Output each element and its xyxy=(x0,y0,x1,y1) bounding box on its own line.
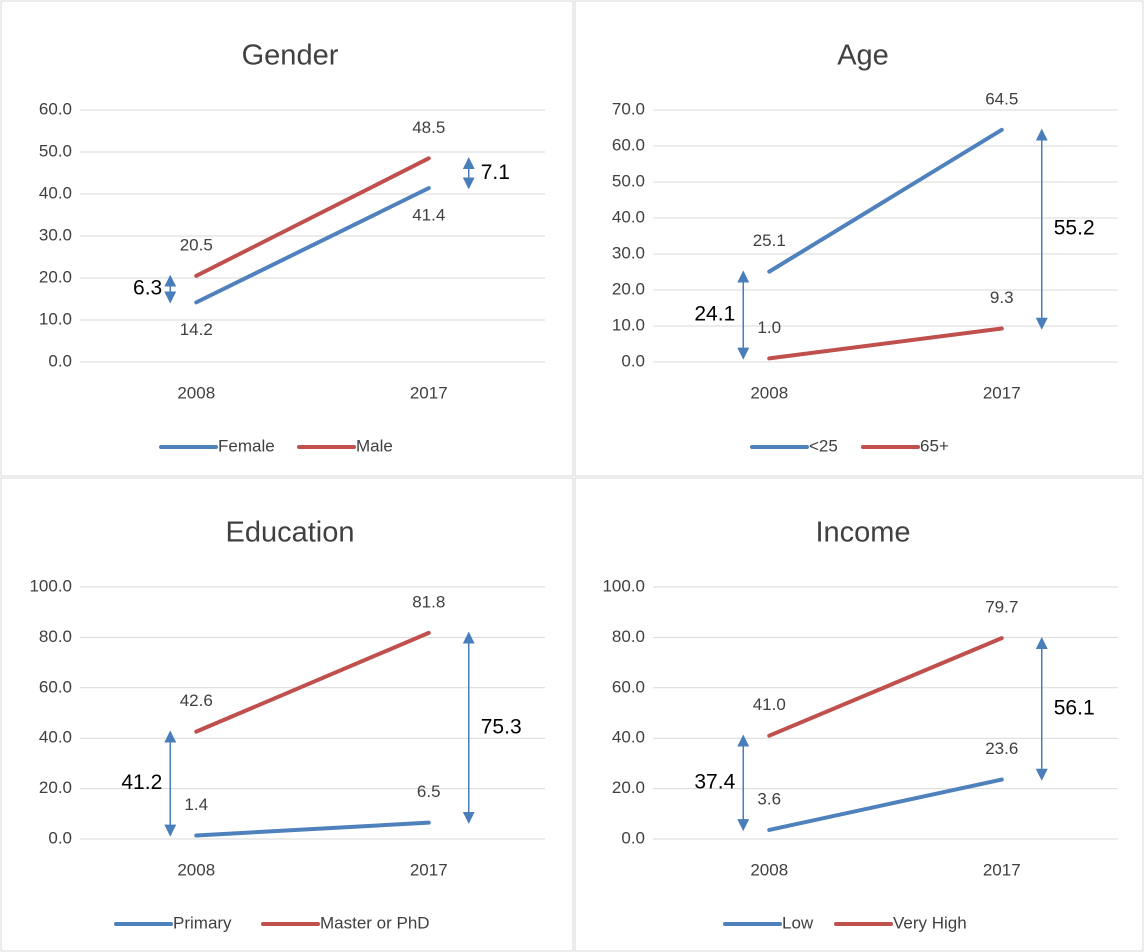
y-tick-label: 20.0 xyxy=(612,778,645,797)
chart-title: Gender xyxy=(242,40,339,72)
panel-border xyxy=(574,477,1144,952)
y-tick-label: 40.0 xyxy=(612,207,645,226)
data-label: 9.3 xyxy=(990,288,1014,307)
gap-label: 75.3 xyxy=(481,715,522,738)
gap-label: 24.1 xyxy=(694,303,735,326)
data-label: 41.4 xyxy=(412,206,445,225)
panel-border xyxy=(574,0,1144,477)
series-line xyxy=(194,186,431,305)
legend-label: <25 xyxy=(809,436,838,455)
data-label: 41.0 xyxy=(753,695,786,714)
series-line xyxy=(194,156,431,278)
x-tick-label: 2017 xyxy=(410,383,448,402)
series-line xyxy=(767,127,1004,274)
y-tick-label: 100.0 xyxy=(29,576,72,595)
legend-label: Very High xyxy=(893,913,967,932)
legend-label: Master or PhD xyxy=(320,913,430,932)
gap-label: 6.3 xyxy=(133,277,162,300)
x-tick-label: 2017 xyxy=(983,860,1021,879)
y-tick-label: 60.0 xyxy=(612,677,645,696)
panel-border xyxy=(0,0,574,477)
y-tick-label: 70.0 xyxy=(612,99,645,118)
y-tick-label: 20.0 xyxy=(39,778,72,797)
y-tick-label: 0.0 xyxy=(621,828,645,847)
y-tick-label: 80.0 xyxy=(612,627,645,646)
x-tick-label: 2017 xyxy=(410,860,448,879)
series-line xyxy=(767,777,1004,832)
y-tick-label: 40.0 xyxy=(39,728,72,747)
data-label: 14.2 xyxy=(180,320,213,339)
data-label: 81.8 xyxy=(412,592,445,611)
series-line xyxy=(194,630,431,734)
x-tick-label: 2008 xyxy=(750,860,788,879)
data-label: 20.5 xyxy=(180,235,213,254)
y-tick-label: 80.0 xyxy=(39,627,72,646)
y-tick-label: 60.0 xyxy=(612,135,645,154)
y-tick-label: 0.0 xyxy=(621,351,645,370)
data-label: 64.5 xyxy=(985,89,1018,108)
legend-label: Female xyxy=(218,436,275,455)
data-label: 42.6 xyxy=(180,691,213,710)
chart-title: Age xyxy=(837,40,889,72)
data-label: 1.4 xyxy=(184,795,208,814)
gap-label: 7.1 xyxy=(481,161,510,184)
chart-title: Education xyxy=(226,517,355,549)
y-tick-label: 40.0 xyxy=(39,183,72,202)
legend-label: Primary xyxy=(173,913,232,932)
y-tick-label: 10.0 xyxy=(39,309,72,328)
series-line xyxy=(194,820,431,838)
series-line xyxy=(767,326,1004,361)
data-label: 6.5 xyxy=(417,782,441,801)
gap-label: 41.2 xyxy=(121,771,162,794)
data-label: 79.7 xyxy=(985,598,1018,617)
legend-label: Low xyxy=(782,913,814,932)
data-label: 25.1 xyxy=(753,231,786,250)
x-tick-label: 2008 xyxy=(750,383,788,402)
chart-title: Income xyxy=(815,517,910,549)
y-tick-label: 60.0 xyxy=(39,677,72,696)
series-line xyxy=(767,636,1004,738)
y-tick-label: 20.0 xyxy=(612,279,645,298)
y-tick-label: 40.0 xyxy=(612,728,645,747)
gap-label: 37.4 xyxy=(694,770,735,793)
x-tick-label: 2017 xyxy=(983,383,1021,402)
y-tick-label: 60.0 xyxy=(39,99,72,118)
legend-label: 65+ xyxy=(920,436,949,455)
y-tick-label: 20.0 xyxy=(39,267,72,286)
y-tick-label: 30.0 xyxy=(612,243,645,262)
legend-label: Male xyxy=(356,436,393,455)
panel-border xyxy=(0,477,574,952)
y-tick-label: 0.0 xyxy=(48,828,72,847)
y-tick-label: 30.0 xyxy=(39,225,72,244)
gap-label: 56.1 xyxy=(1054,696,1095,719)
y-tick-label: 100.0 xyxy=(602,576,645,595)
data-label: 23.6 xyxy=(985,739,1018,758)
data-label: 48.5 xyxy=(412,118,445,137)
x-tick-label: 2008 xyxy=(177,860,215,879)
y-tick-label: 50.0 xyxy=(612,171,645,190)
data-label: 1.0 xyxy=(757,318,781,337)
x-tick-label: 2008 xyxy=(177,383,215,402)
gap-label: 55.2 xyxy=(1054,217,1095,240)
data-label: 3.6 xyxy=(757,789,781,808)
y-tick-label: 50.0 xyxy=(39,141,72,160)
y-tick-label: 10.0 xyxy=(612,315,645,334)
y-tick-label: 0.0 xyxy=(48,351,72,370)
